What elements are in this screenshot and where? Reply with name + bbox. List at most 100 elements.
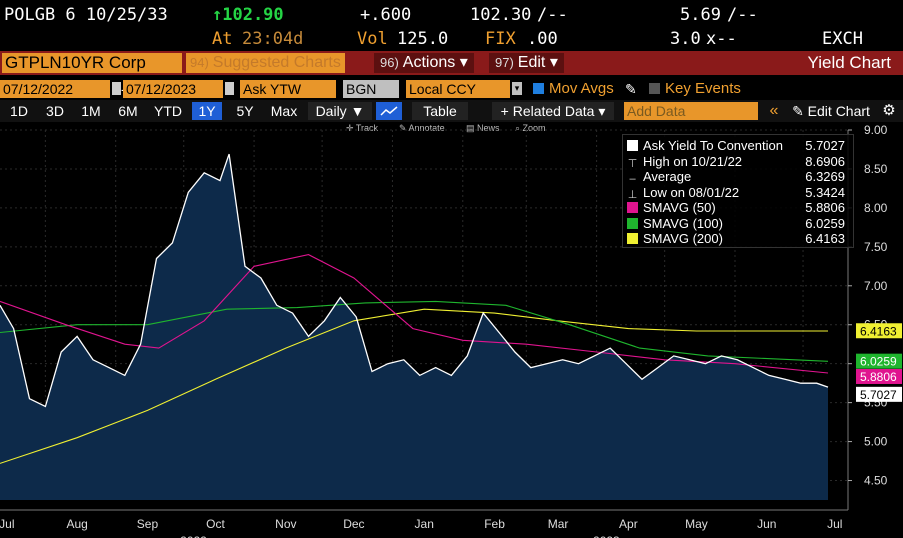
- size-value: 3.0: [670, 29, 701, 49]
- add-data-input[interactable]: Add Data: [624, 102, 758, 120]
- legend-entry[interactable]: Ask Yield To Convention 5.7027: [627, 138, 849, 154]
- legend-swatch-icon: [627, 140, 638, 151]
- field-selector[interactable]: Ask YTW: [240, 80, 336, 98]
- legend-entry[interactable]: ⊤ High on 10/21/22 8.6906: [627, 154, 849, 170]
- sma200-line: [0, 308, 828, 464]
- legend-label: SMAVG (100): [643, 215, 723, 231]
- currency-chevron-icon[interactable]: ▾: [512, 82, 522, 95]
- legend-value: 5.7027: [805, 138, 845, 153]
- x-tick-label: Jun: [757, 517, 776, 531]
- line-chart-icon[interactable]: [376, 102, 402, 120]
- pricing-source-input[interactable]: BGN: [343, 80, 399, 98]
- key-events-toggle[interactable]: Key Events: [646, 80, 766, 98]
- legend-label: Low on 08/01/22: [643, 184, 740, 200]
- x-tick-label: Feb: [484, 517, 505, 531]
- period-1d[interactable]: 1D: [10, 103, 28, 119]
- price-line: [0, 153, 829, 408]
- legend-label: SMAVG (200): [643, 231, 723, 246]
- yield-separator: /--: [727, 5, 758, 25]
- pencil-icon[interactable]: ✎: [625, 81, 637, 97]
- x-year-label: 2022: [180, 534, 207, 538]
- last-value-label: 6.0259: [860, 355, 897, 369]
- start-date-input[interactable]: 07/12/2022: [0, 80, 110, 98]
- edit-chart-button[interactable]: ✎ Edit Chart: [792, 103, 870, 119]
- yield-area-fill: [0, 154, 828, 500]
- actions-menu[interactable]: 96) Actions ▾: [374, 53, 474, 73]
- legend-value: 6.0259: [805, 215, 845, 231]
- legend-entry[interactable]: SMAVG (50) 5.8806: [627, 200, 849, 216]
- edit-menu[interactable]: 97) Edit ▾: [489, 53, 564, 73]
- period-1m[interactable]: 1M: [81, 103, 101, 119]
- legend-low-icon: ⊥: [627, 188, 638, 201]
- legend-label: Average: [643, 169, 692, 184]
- zoom-tool[interactable]: ⌕ Zoom: [515, 123, 546, 133]
- sma50-line: [0, 254, 829, 374]
- yield-area: [0, 154, 828, 500]
- bid-ask-separator: /--: [537, 5, 568, 25]
- suggested-charts-label: Suggested Charts: [212, 54, 341, 71]
- legend-swatch-icon: [627, 202, 638, 213]
- y-tick-label: 8.00: [864, 201, 888, 215]
- annotate-label: Annotate: [408, 123, 445, 133]
- legend-value: 8.6906: [805, 153, 845, 169]
- legend-entry[interactable]: SMAVG (200) 6.4163: [627, 231, 849, 247]
- period-ytd[interactable]: YTD: [154, 103, 182, 119]
- related-data-menu[interactable]: + Related Data ▾: [492, 102, 614, 120]
- last-value-box: [856, 368, 902, 384]
- x-tick-label: Oct: [206, 517, 225, 531]
- price-change: +.600: [360, 5, 412, 25]
- last-value-box: [856, 353, 902, 369]
- period-3d[interactable]: 3D: [46, 103, 64, 119]
- period-6m[interactable]: 6M: [118, 103, 138, 119]
- end-date-calendar-icon[interactable]: [225, 82, 234, 95]
- suggested-charts-button[interactable]: 94) Suggested Charts: [186, 53, 345, 73]
- ticker-input[interactable]: GTPLN10YR Corp: [2, 53, 182, 73]
- actions-label: Actions ▾: [402, 54, 468, 71]
- bid-price: 102.30: [470, 5, 532, 25]
- key-events-checkbox-icon[interactable]: [649, 83, 660, 94]
- currency-dropdown[interactable]: Local CCY: [406, 80, 510, 98]
- actions-number: 96): [380, 55, 399, 70]
- period-5y[interactable]: 5Y: [236, 103, 254, 119]
- table-button[interactable]: Table: [412, 102, 468, 120]
- quote-time: 23:04d: [242, 29, 304, 49]
- period-max[interactable]: Max: [270, 103, 298, 119]
- legend-value: 6.3269: [805, 169, 845, 184]
- page-title: Yield Chart: [807, 53, 891, 72]
- suggested-charts-number: 94): [190, 55, 209, 70]
- news-tool[interactable]: ▤ News: [466, 123, 500, 133]
- legend-label: High on 10/21/22: [643, 153, 743, 169]
- frequency-dropdown[interactable]: Daily ▼: [308, 102, 372, 120]
- fix-label: FIX: [485, 29, 516, 49]
- mov-avgs-toggle[interactable]: Mov Avgs: [530, 80, 640, 98]
- legend-label: SMAVG (50): [643, 200, 716, 215]
- x-tick-label: Dec: [343, 517, 364, 531]
- period-1y[interactable]: 1Y: [192, 102, 222, 120]
- command-bar: GTPLN10YR Corp 94) Suggested Charts 96) Ac…: [0, 51, 903, 75]
- sma100-line: [0, 300, 829, 362]
- end-date-input[interactable]: 07/12/2023: [123, 80, 223, 98]
- gear-icon[interactable]: ⚙: [882, 102, 896, 119]
- time-label: At: [212, 29, 233, 49]
- mov-avgs-checkbox-icon[interactable]: [533, 83, 544, 94]
- y-tick-label: 9.00: [864, 123, 888, 137]
- legend-swatch-icon: [627, 233, 638, 244]
- annotate-tool[interactable]: ✎ Annotate: [399, 123, 445, 133]
- yield-chart[interactable]: 4.505.005.506.006.507.007.508.008.509.00…: [0, 122, 903, 538]
- last-value-label: 5.7027: [860, 388, 897, 402]
- legend-entry[interactable]: – Average 6.3269: [627, 169, 849, 185]
- last-value-label: 5.8806: [860, 370, 897, 384]
- legend-entry[interactable]: ⊥ Low on 08/01/22 5.3424: [627, 185, 849, 201]
- collapse-icon[interactable]: «: [769, 102, 779, 119]
- chart-legend: Ask Yield To Convention 5.7027 ⊤ High on 10…: [622, 134, 854, 248]
- volume-value: 125.0: [397, 29, 449, 49]
- x-tick-label: Mar: [548, 517, 569, 531]
- legend-entry[interactable]: SMAVG (100) 6.0259: [627, 216, 849, 232]
- quote-header: POLGB 6 10/25/33 ↑102.90 +.600 102.30 /-…: [0, 0, 903, 50]
- start-date-calendar-icon[interactable]: [112, 82, 121, 95]
- track-label: Track: [355, 123, 379, 133]
- legend-value: 5.3424: [805, 184, 845, 200]
- track-tool[interactable]: ✛ Track: [346, 123, 379, 133]
- quote-yield: 5.69: [680, 5, 721, 25]
